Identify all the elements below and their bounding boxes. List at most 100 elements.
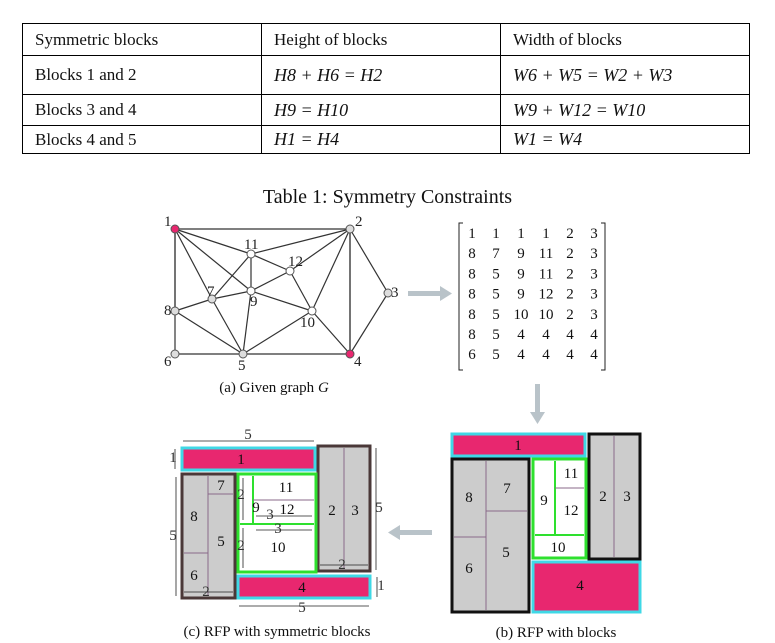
- graph-node-7: [207, 294, 217, 304]
- matrix-cell: 1: [517, 226, 525, 242]
- symmetry-constraints-table: Symmetric blocks Height of blocks Width …: [22, 23, 750, 154]
- matrix-cell: 4: [566, 327, 574, 343]
- dim-label: 2: [237, 487, 245, 503]
- matrix-cell: 9: [517, 266, 525, 282]
- arrow-down-icon: [530, 384, 545, 424]
- matrix-cell: 2: [566, 287, 574, 303]
- graph-node-5: [238, 349, 248, 359]
- block-label: 3: [623, 489, 631, 505]
- dim-label: 5: [298, 600, 306, 616]
- block-label: 10: [551, 540, 566, 556]
- node-label: 12: [288, 254, 303, 270]
- dimension-lines: [174, 440, 378, 607]
- block-4: [236, 574, 372, 600]
- caption-c: (c) RFP with symmetric blocks: [184, 624, 371, 640]
- matrix-cell: 3: [590, 307, 598, 323]
- block-label: 8: [465, 490, 473, 506]
- block-label: 2: [599, 489, 607, 505]
- dim-label: 3: [274, 521, 282, 537]
- block-label: 9: [540, 493, 548, 509]
- block-label: 1: [237, 452, 245, 468]
- matrix-cell: 6: [468, 347, 476, 363]
- node-label: 11: [244, 237, 258, 253]
- matrix-cell: 4: [542, 327, 550, 343]
- graph-node-11: [246, 249, 256, 259]
- cell-width: W6 + W5 = W2 + W3: [500, 55, 750, 95]
- block-1: [450, 432, 587, 458]
- block-label: 11: [564, 466, 578, 482]
- rfp-symmetric-blocks: [180, 444, 372, 600]
- graph-edge: [174, 228, 252, 255]
- matrix-cell: 8: [468, 307, 476, 323]
- block-label: 2: [328, 503, 336, 519]
- graph-edge: [211, 253, 252, 300]
- dim-label: 5: [375, 500, 383, 516]
- graph-edge: [174, 298, 213, 312]
- graph-node-12: [285, 266, 295, 276]
- matrix-cell: 11: [539, 246, 553, 262]
- block-label: 10: [271, 540, 286, 556]
- node-label: 6: [164, 354, 172, 370]
- matrix-cells: 1 1 1 1 2 38 7 9 11 2 38 5 9 11 2 38 5 9 12 2 38 5 10 10 2 38 5 4 4 4…: [468, 226, 598, 363]
- cell-height: H8 + H6 = H2: [261, 55, 501, 95]
- graph-edge: [211, 298, 244, 355]
- cell-width: W1 = W4: [500, 125, 750, 154]
- graph-node-9: [246, 286, 256, 296]
- node-label: 2: [355, 214, 363, 230]
- graph-edge: [250, 253, 291, 272]
- graph-node-10: [307, 306, 317, 316]
- matrix-cell: 5: [492, 307, 500, 323]
- block-label: 8: [190, 509, 198, 525]
- matrix-cell: 1: [492, 226, 500, 242]
- cell-height: H9 = H10: [261, 94, 501, 126]
- matrix-cell: 11: [539, 266, 553, 282]
- matrix-cell: 5: [492, 266, 500, 282]
- graph-edge: [289, 228, 351, 272]
- matrix-cell: 4: [566, 347, 574, 363]
- graph-node-4: [345, 349, 355, 359]
- graph-edge: [311, 228, 351, 312]
- dim-label: 1: [169, 450, 177, 466]
- matrix-right-bracket: [601, 222, 606, 371]
- block-4: [531, 560, 642, 614]
- dim-label: 3: [266, 507, 274, 523]
- graph-edge: [174, 228, 213, 300]
- table-row: Blocks 1 and 2 H8 + H6 = H2 W6 + W5 = W2…: [22, 55, 750, 95]
- graph-edge: [311, 310, 351, 355]
- matrix-cell: 12: [539, 287, 554, 303]
- rfp-c-labels: 1 2 3 8 7 9 11 12 10 5 6 4: [190, 452, 359, 596]
- graph-edge: [174, 228, 252, 292]
- matrix-left-bracket: [458, 222, 463, 371]
- dimension-labels: 5 5 5 5 1 1 2 2 2 2 3 3: [169, 427, 385, 616]
- graph-edge: [174, 310, 244, 355]
- dim-label: 2: [338, 557, 346, 573]
- matrix-cell: 4: [542, 347, 550, 363]
- matrix-cell: 3: [590, 266, 598, 282]
- matrix-cell: 3: [590, 226, 598, 242]
- block-label: 7: [503, 481, 511, 497]
- caption-b: (b) RFP with blocks: [496, 625, 617, 641]
- matrix-cell: 8: [468, 287, 476, 303]
- node-label: 5: [238, 358, 246, 374]
- graph-edge: [211, 290, 252, 300]
- block-8-5-6: [450, 457, 531, 614]
- dim-label: 1: [377, 578, 385, 594]
- graph-edge: [250, 228, 351, 255]
- dim-label: 5: [244, 427, 252, 443]
- cell-blocks: Blocks 4 and 5: [22, 125, 262, 154]
- block-label: 6: [465, 561, 473, 577]
- node-label: 3: [391, 285, 399, 301]
- graph-node-labels: 1 2 3 4 5 6 7 8 9 10 11 12: [164, 214, 399, 374]
- graph-node-3: [383, 288, 393, 298]
- header-height: Height of blocks: [261, 23, 501, 56]
- table-row: Blocks 4 and 5 H1 = H4 W1 = W4: [22, 125, 750, 154]
- matrix-cell: 4: [590, 347, 598, 363]
- matrix-cell: 10: [514, 307, 529, 323]
- graph-edge: [250, 290, 313, 312]
- graph-edge: [242, 310, 313, 355]
- node-label: 1: [164, 214, 172, 230]
- matrix-cell: 7: [492, 246, 500, 262]
- matrix-cell: 2: [566, 246, 574, 262]
- matrix-cell: 4: [517, 347, 525, 363]
- matrix-cell: 8: [468, 246, 476, 262]
